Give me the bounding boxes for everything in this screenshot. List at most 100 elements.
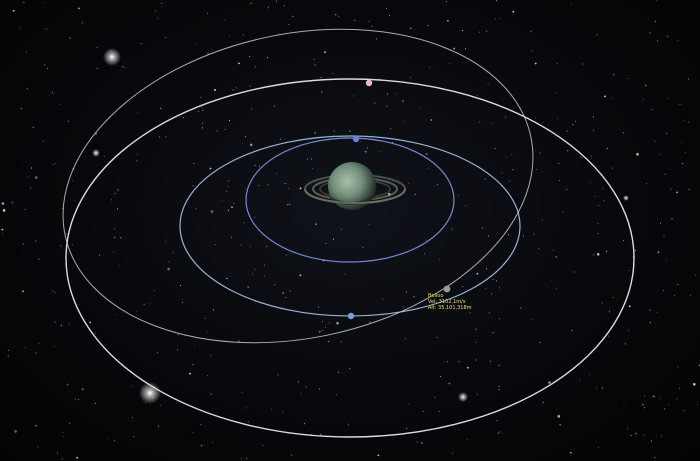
star [254,66,256,68]
star [311,158,312,160]
star [210,393,212,395]
star [505,157,507,159]
star [193,345,195,347]
star [489,360,491,362]
bright-star [92,149,100,157]
star [368,20,370,22]
bright-star [623,195,629,201]
star [664,408,666,410]
star [496,0,498,2]
star [475,328,477,330]
star [492,332,494,334]
star [124,67,126,68]
vessel-marker[interactable] [443,285,451,293]
star [609,311,610,313]
star [538,248,540,249]
star [369,321,371,323]
star [2,209,6,212]
star [168,261,170,263]
star [403,306,405,308]
central-planet[interactable] [328,162,376,210]
star [481,227,483,229]
star [409,27,412,30]
star [209,167,212,170]
star [667,98,669,99]
middle-moon-marker[interactable] [347,312,355,320]
star [364,150,367,153]
star [634,249,636,251]
inner-moon-marker[interactable] [352,135,360,143]
star [677,39,679,41]
star [642,98,644,100]
star [659,154,661,155]
star [612,297,614,299]
star [165,241,167,243]
star [254,164,256,166]
star [556,63,558,65]
star [337,371,339,373]
star [659,397,660,399]
star [689,294,691,296]
star [177,334,179,336]
star [666,132,667,134]
star [466,366,469,369]
star [567,150,569,152]
star [655,0,657,1]
outer-moon-marker[interactable] [365,79,373,87]
star [224,19,226,21]
star [476,393,478,395]
star [336,321,339,325]
star [317,306,319,308]
star [682,163,684,165]
star [247,286,250,288]
vessel-velocity: Vel: 3102.1m/s [428,299,466,305]
star [71,180,73,182]
star [579,379,581,381]
star [559,423,562,426]
star [228,35,230,37]
star [408,403,410,405]
star [160,3,162,5]
star [24,347,26,349]
star [60,245,62,247]
star [282,411,284,413]
star [557,415,561,418]
star [289,203,291,205]
star [325,242,327,244]
star [54,291,56,293]
outer-orbit[interactable] [65,78,635,438]
star [24,208,26,210]
star [439,258,441,260]
star [498,364,500,366]
star [642,403,644,406]
star [359,140,361,142]
star [396,93,398,95]
star [495,148,496,149]
star [54,163,56,165]
star [52,92,53,94]
inclined-orbit[interactable] [34,0,563,384]
star [377,454,380,457]
star [498,287,500,289]
star [477,94,479,96]
star [559,179,560,181]
star [531,50,533,51]
star [613,74,615,76]
star [94,332,96,334]
star [539,152,541,154]
inner-orbit[interactable] [245,137,455,263]
star [465,48,466,50]
star [603,199,605,201]
star [216,130,218,132]
star [35,352,37,354]
star [122,66,124,68]
star [427,24,429,26]
star [458,428,460,430]
star [332,72,334,74]
star [462,29,463,31]
planet-rings-front [304,188,406,204]
star [571,330,573,332]
star [242,34,244,36]
